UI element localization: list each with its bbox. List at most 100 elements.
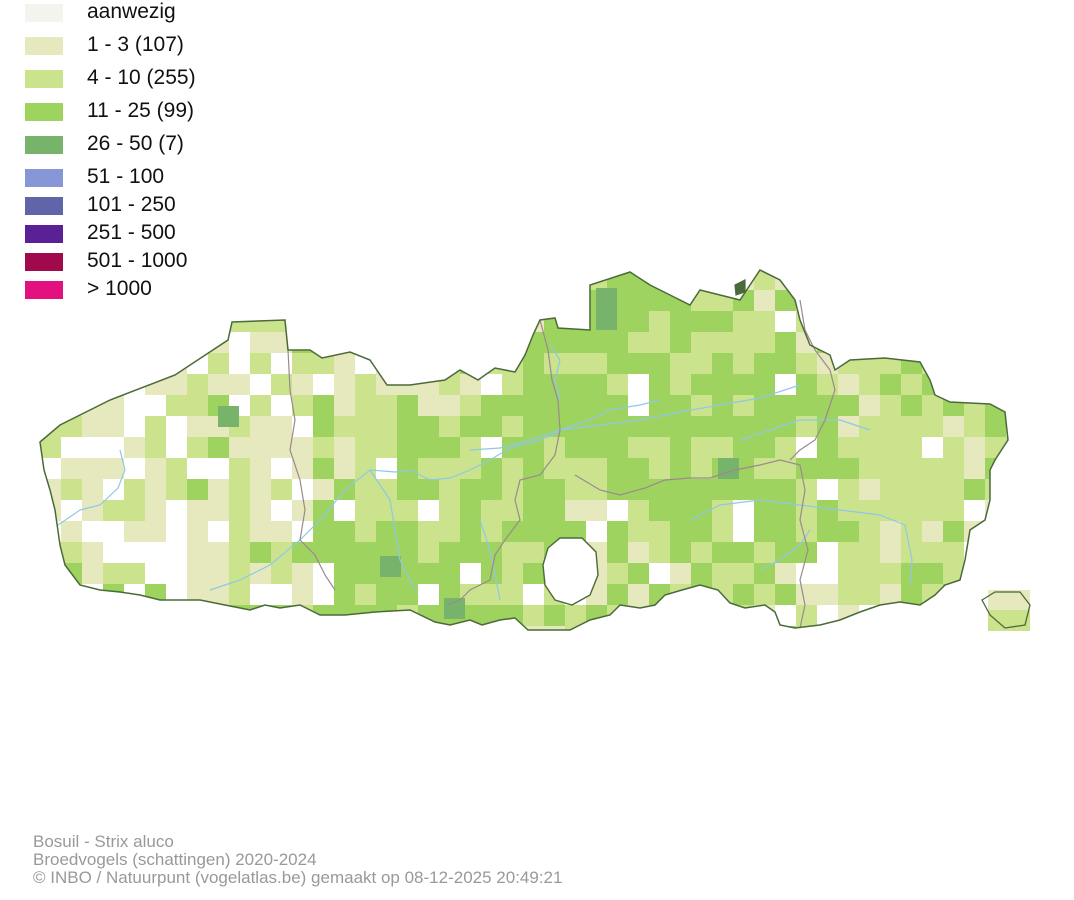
grid-cell [271,416,292,437]
grid-cell [187,332,208,353]
grid-cell [376,270,397,290]
grid-cell [901,374,922,395]
grid-cell [649,437,670,458]
grid-cell [166,374,187,395]
grid-cell [796,542,817,563]
grid-cell [691,626,712,630]
grid-cell [187,437,208,458]
grid-cell [439,270,460,290]
grid-cell [775,500,796,521]
grid-cell [859,479,880,500]
grid-cell [817,395,838,416]
grid-cell [691,563,712,584]
grid-cell [313,332,334,353]
grid-cell [964,521,985,542]
grid-cell [124,479,145,500]
grid-cell [712,248,733,269]
grid-cell [145,479,166,500]
grid-cell [1006,374,1008,395]
grid-cell [964,332,985,353]
grid-cell [712,542,733,563]
grid-cell [460,248,481,269]
grid-cell [439,248,460,269]
grid-cell [187,542,208,563]
grid-cell [607,479,628,500]
grid-cell [796,458,817,479]
grid-cell [754,521,775,542]
grid-cell [460,395,481,416]
grid-cell [82,479,103,500]
grid-cell [817,416,838,437]
grid-cell [838,374,859,395]
grid-cell [691,479,712,500]
grid-cell [838,584,859,605]
grid-cell [271,437,292,458]
grid-cell [1006,479,1008,500]
grid-cell [313,521,334,542]
grid-cell [649,458,670,479]
grid-cell [649,290,670,311]
grid-cell [733,542,754,563]
grid-cell [859,248,880,269]
grid-cell [817,500,838,521]
grid-cell [943,311,964,332]
grid-cell [670,332,691,353]
grid-cell [838,563,859,584]
grid-cell [775,395,796,416]
grid-cell [481,332,502,353]
grid-cell [481,290,502,311]
grid-cell [376,395,397,416]
grid-cell [376,311,397,332]
grid-cell [628,332,649,353]
grid-cell [943,626,964,630]
grid-cell [502,311,523,332]
grid-cell [250,521,271,542]
grid-cell [460,458,481,479]
grid-cell [334,290,355,311]
grid-cell [166,332,187,353]
grid-cell [922,500,943,521]
grid-cell [838,626,859,630]
grid-cell [628,542,649,563]
grid-cell [838,542,859,563]
grid-cell [859,332,880,353]
grid-cell [922,290,943,311]
grid-cell [880,395,901,416]
grid-cell [187,521,208,542]
grid-cell [775,290,796,311]
grid-cell [250,479,271,500]
grid-cell [712,311,733,332]
grid-cell [943,353,964,374]
legend-item: 4 - 10 (255) [25,66,285,90]
legend-label: 4 - 10 (255) [87,66,196,89]
grid-cell [628,248,649,269]
grid-cell [313,437,334,458]
grid-cell [397,353,418,374]
grid-cell [628,311,649,332]
grid-cell [1006,290,1008,311]
flanders-outline [39,269,1009,631]
grid-cell [187,416,208,437]
grid-cell [334,248,355,269]
grid-cell [481,584,502,605]
grid-cell [61,521,82,542]
grid-cell [859,290,880,311]
grid-cell [208,374,229,395]
grid-cell [649,248,670,269]
grid-cell [523,353,544,374]
legend-swatch [25,4,63,22]
grid-cell [1006,458,1008,479]
grid-cell [292,353,313,374]
grid-cell [985,521,1006,542]
grid-cell [754,500,775,521]
grid-cell [397,458,418,479]
grid-cell [334,374,355,395]
grid-cell [838,332,859,353]
grid-cell [607,626,628,630]
grid-cell [712,416,733,437]
grid-cell [691,500,712,521]
grid-cell [596,288,617,309]
grid-cell [334,353,355,374]
grid-cell [754,563,775,584]
grid-cell [103,584,124,605]
